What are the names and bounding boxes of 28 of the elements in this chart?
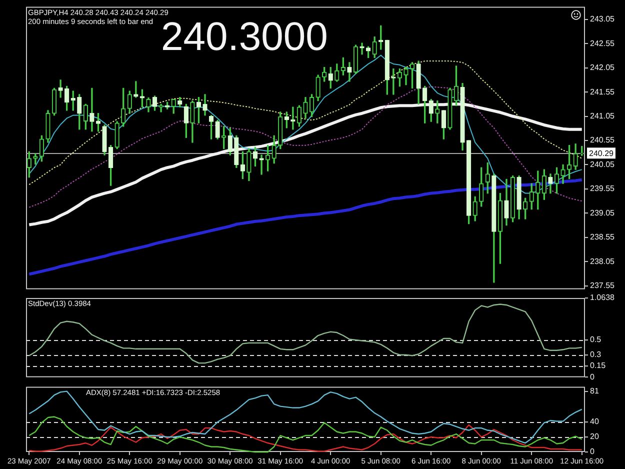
candlestick — [90, 88, 94, 132]
y-tick-label: 40 — [590, 417, 600, 426]
y-tick-label: 242.05 — [590, 63, 616, 72]
y-tick-label: 237.55 — [590, 281, 616, 290]
y-tick-label: 1.0638 — [590, 293, 616, 302]
y-tick-label: 239.55 — [590, 184, 616, 194]
y-tick-label: 81 — [590, 386, 600, 396]
annotation: 240.3000 — [161, 14, 328, 59]
candlestick — [58, 80, 63, 98]
candlestick — [391, 68, 396, 95]
y-tick-label: 240.05 — [590, 160, 616, 169]
y-tick-label: 0 — [590, 372, 595, 382]
y-tick-label: 0.15 — [590, 361, 606, 370]
y-tick-label: 0 — [590, 447, 595, 456]
y-tick-label: 240.55 — [590, 136, 616, 145]
y-tick-label: 0.5 — [590, 335, 602, 344]
line-series — [28, 86, 582, 208]
y-tick-label: 242.55 — [590, 38, 616, 48]
y-tick-label: 0.3 — [590, 350, 602, 360]
y-tick-label: 238.05 — [590, 256, 616, 266]
ref-line-label: 240.29 — [589, 148, 614, 158]
y-tick-label: 238.55 — [590, 232, 616, 242]
candlestick — [33, 153, 38, 165]
y-tick-label: 241.55 — [590, 87, 616, 96]
y-tick-label: 20 — [590, 432, 600, 442]
y-tick-label: 239.05 — [590, 208, 616, 218]
y-tick-label: 243.05 — [590, 14, 616, 24]
y-tick-label: 241.05 — [590, 111, 616, 120]
